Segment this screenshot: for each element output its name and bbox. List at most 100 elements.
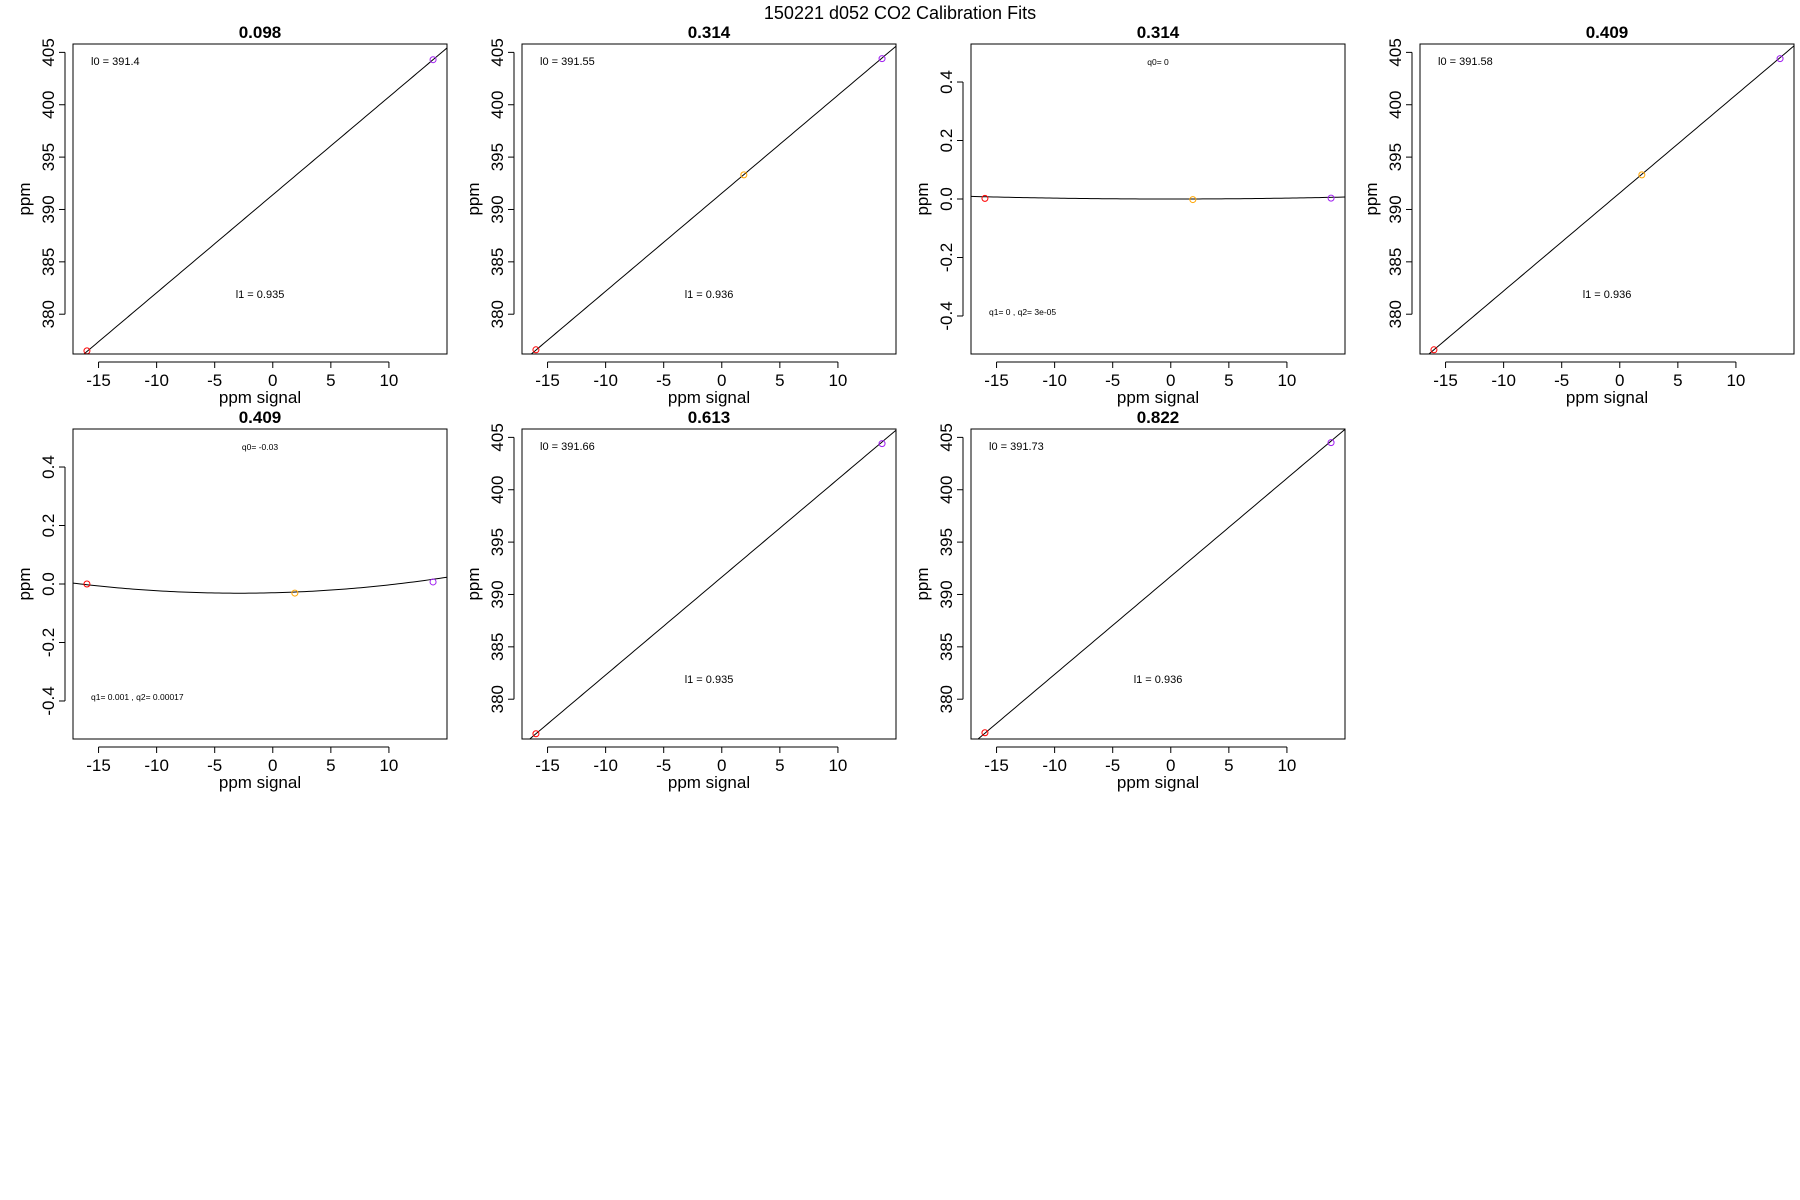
data-point <box>878 440 886 448</box>
panel-title: 0.613 <box>688 408 731 427</box>
x-axis-label: ppm signal <box>668 773 750 792</box>
y-tick-label: 0.2 <box>39 514 58 538</box>
y-tick-label: -0.2 <box>937 243 956 272</box>
x-axis-label: ppm signal <box>668 388 750 407</box>
x-tick-label: -10 <box>144 371 169 390</box>
x-tick-label: -15 <box>535 371 560 390</box>
x-tick-label: 5 <box>326 756 335 775</box>
y-axis-label: ppm <box>464 567 483 600</box>
data-point <box>291 589 299 597</box>
x-tick-label: -15 <box>535 756 560 775</box>
data-point <box>981 194 989 202</box>
fit-line <box>530 45 896 354</box>
data-point <box>981 729 989 737</box>
plot-frame <box>72 43 448 355</box>
x-tick-label: -10 <box>1491 371 1516 390</box>
y-tick-label: 385 <box>937 633 956 661</box>
panel-title: 0.822 <box>1137 408 1180 427</box>
x-tick-label: -10 <box>1042 371 1067 390</box>
plot-frame <box>521 428 897 740</box>
x-tick-label: -5 <box>207 756 222 775</box>
fit-line <box>528 429 896 739</box>
y-tick-label: 385 <box>39 248 58 276</box>
fit-line <box>83 47 447 354</box>
x-tick-label: 5 <box>326 371 335 390</box>
y-tick-label: 0.4 <box>39 455 58 479</box>
x-tick-label: 10 <box>379 756 398 775</box>
y-axis-label: ppm <box>913 567 932 600</box>
fit-annotation-top: l0 = 391.4 <box>91 56 140 68</box>
x-tick-label: -10 <box>1042 756 1067 775</box>
y-tick-label: -0.4 <box>39 686 58 715</box>
y-tick-label: 395 <box>488 528 507 556</box>
fit-annotation-top: l0 = 391.58 <box>1438 56 1493 68</box>
data-point <box>532 730 540 738</box>
data-point <box>740 171 748 179</box>
fit-line <box>977 429 1345 739</box>
y-tick-label: -0.4 <box>937 301 956 330</box>
y-tick-label: 400 <box>937 476 956 504</box>
fit-annotation-bottom: q1= 0.001 , q2= 0.00017 <box>91 692 184 702</box>
data-point <box>83 580 91 588</box>
x-tick-label: -5 <box>656 756 671 775</box>
y-tick-label: 380 <box>488 685 507 713</box>
fit-annotation-bottom: q1= 0 , q2= 3e-05 <box>989 307 1056 317</box>
x-tick-label: 5 <box>1224 756 1233 775</box>
x-tick-label: 0 <box>717 371 726 390</box>
x-axis-label: ppm signal <box>219 388 301 407</box>
y-tick-label: 385 <box>488 633 507 661</box>
y-tick-label: 380 <box>488 300 507 328</box>
figure-title: 150221 d052 CO2 Calibration Fits <box>764 3 1036 23</box>
x-tick-label: -5 <box>1105 756 1120 775</box>
data-point <box>1638 171 1646 179</box>
y-tick-label: 395 <box>39 143 58 171</box>
y-tick-label: 390 <box>488 580 507 608</box>
y-tick-label: 400 <box>39 91 58 119</box>
y-tick-label: 395 <box>1386 143 1405 171</box>
y-tick-label: 400 <box>488 476 507 504</box>
panel-1: 0.098 -15 -10 -5 0 5 10 ppm signal 380 385 390 395 4… <box>15 23 448 407</box>
y-tick-label: 405 <box>937 423 956 451</box>
x-tick-label: -5 <box>207 371 222 390</box>
y-tick-label: 400 <box>1386 91 1405 119</box>
y-tick-label: 390 <box>937 580 956 608</box>
x-tick-label: 5 <box>1224 371 1233 390</box>
y-tick-label: 395 <box>488 143 507 171</box>
y-tick-label: 380 <box>39 300 58 328</box>
y-tick-label: 390 <box>39 195 58 223</box>
data-point <box>532 346 540 354</box>
x-tick-label: -10 <box>593 371 618 390</box>
y-axis-label: ppm <box>913 182 932 215</box>
fit-line <box>73 576 447 594</box>
x-tick-label: 10 <box>379 371 398 390</box>
x-tick-label: 10 <box>1726 371 1745 390</box>
fit-annotation-top: q0= -0.03 <box>242 442 278 452</box>
x-axis-label: ppm signal <box>1566 388 1648 407</box>
fit-annotation-top: q0= 0 <box>1147 57 1169 67</box>
x-tick-label: 0 <box>268 756 277 775</box>
plot-frame <box>1419 43 1795 355</box>
data-point <box>429 578 437 586</box>
y-tick-label: 0.0 <box>39 572 58 596</box>
x-tick-label: 0 <box>1166 371 1175 390</box>
data-point <box>1776 55 1784 63</box>
y-axis-label: ppm <box>464 182 483 215</box>
y-tick-label: 390 <box>488 195 507 223</box>
x-tick-label: -15 <box>1433 371 1458 390</box>
data-point <box>878 55 886 63</box>
plot-frame <box>72 428 448 740</box>
x-tick-label: 5 <box>775 371 784 390</box>
y-tick-label: 390 <box>1386 195 1405 223</box>
x-tick-label: 10 <box>1277 756 1296 775</box>
fit-annotation-bottom: l1 = 0.936 <box>1134 674 1183 686</box>
y-tick-label: 405 <box>1386 38 1405 66</box>
y-tick-label: -0.2 <box>39 628 58 657</box>
y-tick-label: 405 <box>488 38 507 66</box>
x-tick-label: -10 <box>593 756 618 775</box>
data-point <box>1189 196 1197 204</box>
fit-annotation-bottom: l1 = 0.935 <box>236 289 285 301</box>
y-tick-label: 395 <box>937 528 956 556</box>
x-tick-label: 10 <box>828 756 847 775</box>
x-tick-label: -15 <box>984 756 1009 775</box>
